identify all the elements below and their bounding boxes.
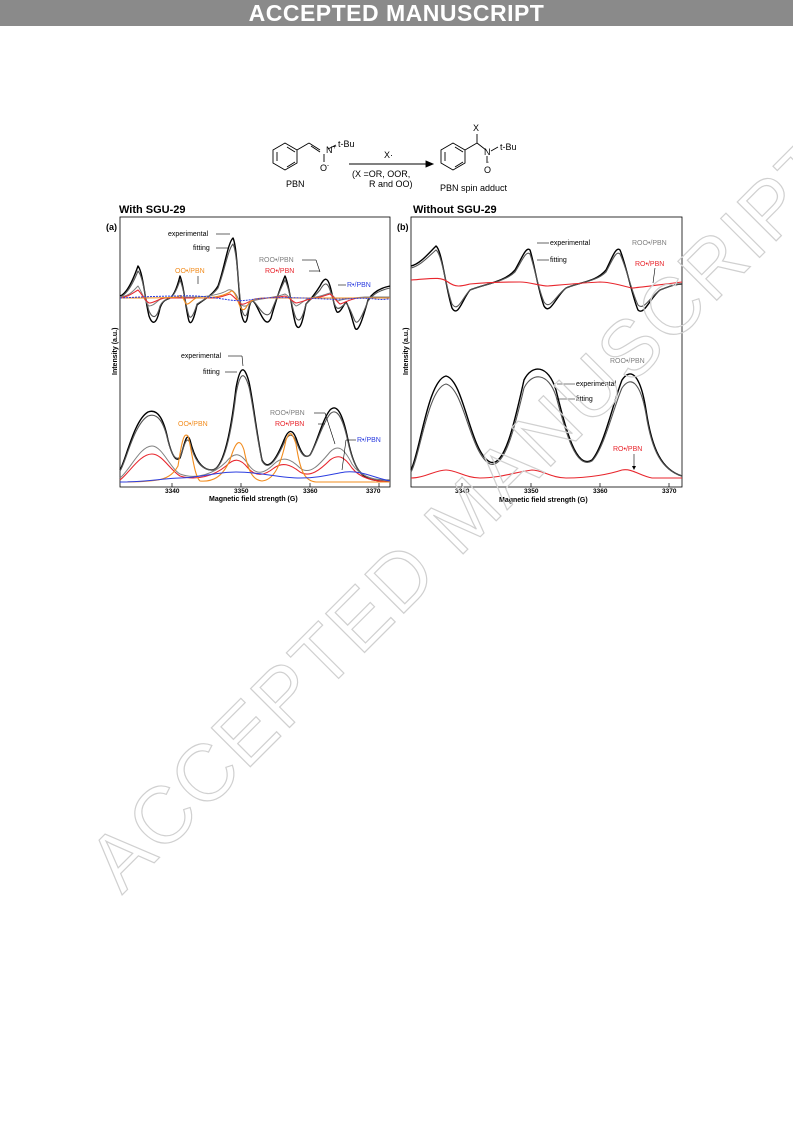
panel-a-bottom-ro xyxy=(119,453,391,483)
panel-b-top-fitting xyxy=(410,249,683,308)
banner-text: ACCEPTED MANUSCRIPT xyxy=(248,0,545,26)
panel-a-tick-marks xyxy=(171,483,380,487)
product-x: X xyxy=(473,123,479,133)
panel-a-tick-3360: 3360 xyxy=(303,488,318,495)
product-name: PBN spin adduct xyxy=(440,183,508,193)
tbu-right: t-Bu xyxy=(500,142,517,152)
panel-a-bottom-r xyxy=(119,471,391,483)
panel-b-tick-3360: 3360 xyxy=(593,488,608,495)
panel-b-label-experimental-bottom: experimental xyxy=(576,381,617,388)
panel-a-annotations: experimental fitting ROO•/PBN RO•/PBN OO… xyxy=(168,231,381,471)
product-o: O xyxy=(484,165,491,175)
tbu-left: t-Bu xyxy=(338,139,355,149)
panel-a-frame xyxy=(119,216,391,488)
panel-b-bottom-ro xyxy=(410,469,682,479)
conditions-line-1: (X =OR, OOR, xyxy=(352,169,410,179)
o-minus-label: O xyxy=(320,163,327,173)
panel-b-label-ro: RO•/PBN xyxy=(635,261,664,268)
panel-b-ylabel: Intensity (a.u.) xyxy=(403,328,410,375)
panel-a-tick-3350: 3350 xyxy=(234,488,249,495)
benzene-ring-right xyxy=(440,142,466,171)
panel-b-top-ro xyxy=(410,277,683,289)
panel-a-label-experimental-bottom: experimental xyxy=(181,353,222,360)
panel-a-heading: With SGU-29 xyxy=(119,204,186,216)
panel-b-frame xyxy=(410,216,683,488)
panel-a-label-ro-bottom: RO•/PBN xyxy=(275,421,304,428)
panel-b-label-fitting-top: fitting xyxy=(550,257,567,264)
panel-a-label-r-bottom: R•/PBN xyxy=(357,437,381,444)
panel-b-label-fitting-bottom: fitting xyxy=(576,396,593,403)
panel-b-tick-marks xyxy=(461,483,670,487)
panel-a-label-experimental-top: experimental xyxy=(168,231,209,238)
panel-b-label-experimental-top: experimental xyxy=(550,240,591,247)
conditions-line-2: R and OO) xyxy=(369,179,413,189)
panel-a-label-roo-bottom: ROO•/PBN xyxy=(270,410,305,417)
panel-a-spectrum-top xyxy=(119,237,391,330)
panel-b-tag: (b) xyxy=(397,222,409,232)
panel-a-tick-3340: 3340 xyxy=(165,488,180,495)
panel-a-bottom-roo xyxy=(119,445,391,482)
panel-a-label-fitting-top: fitting xyxy=(193,245,210,252)
product-n: N xyxy=(484,147,491,157)
panel-a-spectrum-bottom xyxy=(119,369,391,483)
reaction-scheme-labels: N + t-Bu O - PBN X· (X =OR, OOR, R and O… xyxy=(286,123,517,193)
panel-b-heading: Without SGU-29 xyxy=(413,204,497,216)
panel-b-tick-3350: 3350 xyxy=(524,488,539,495)
panel-a-label-oo: OO•/PBN xyxy=(175,268,205,275)
n-plus-label: N xyxy=(326,145,333,155)
panel-b-annotations: experimental fitting ROO•/PBN RO•/PBN RO… xyxy=(537,240,667,470)
panel-a-tag: (a) xyxy=(106,222,117,232)
panel-b-ticks: 3340 3350 3360 3370 xyxy=(455,488,677,495)
panel-b-tick-3340: 3340 xyxy=(455,488,470,495)
panel-b-spectrum-top xyxy=(410,245,683,312)
panel-b-label-roo-bottom: ROO•/PBN xyxy=(610,358,645,365)
panel-a-label-ro: RO•/PBN xyxy=(265,268,294,275)
benzene-ring-left xyxy=(272,142,298,171)
panel-a-bottom-fitting xyxy=(119,375,391,481)
panel-a-xlabel: Magnetic field strength (G) xyxy=(209,496,298,503)
panel-a-tick-3370: 3370 xyxy=(366,488,381,495)
panel-b-label-roo: ROO•/PBN xyxy=(632,240,667,247)
panel-b-label-ro-bottom: RO•/PBN xyxy=(613,446,642,453)
panel-b-top-experimental xyxy=(410,245,683,312)
reactant-name: PBN xyxy=(286,179,305,189)
panel-b-spectrum-bottom xyxy=(410,368,683,479)
panel-a-ticks: 3340 3350 3360 3370 xyxy=(165,488,381,495)
panel-b-tick-3370: 3370 xyxy=(662,488,677,495)
reagent-label: X· xyxy=(384,150,393,160)
panel-a-label-oo-bottom: OO•/PBN xyxy=(178,421,208,428)
panel-a-label-fitting-bottom: fitting xyxy=(203,369,220,376)
reaction-scheme xyxy=(272,134,499,171)
banner: ACCEPTED MANUSCRIPT xyxy=(0,0,793,26)
panel-a-top-ro xyxy=(119,289,390,305)
product-o-dot: · xyxy=(487,159,489,166)
panel-a-top-r xyxy=(119,295,391,302)
panel-b-bottom-experimental xyxy=(410,368,683,477)
minus-sign: - xyxy=(327,163,329,169)
panel-a-ylabel: Intensity (a.u.) xyxy=(112,328,119,375)
plus-sign: + xyxy=(333,145,337,151)
panel-b-bottom-fitting xyxy=(410,376,683,477)
panel-a-bottom-oo xyxy=(119,433,390,483)
panel-a-label-r: R•/PBN xyxy=(347,282,371,289)
panel-b-xlabel: Magnetic field strength (G) xyxy=(499,497,588,504)
panel-a-label-roo: ROO•/PBN xyxy=(259,257,294,264)
